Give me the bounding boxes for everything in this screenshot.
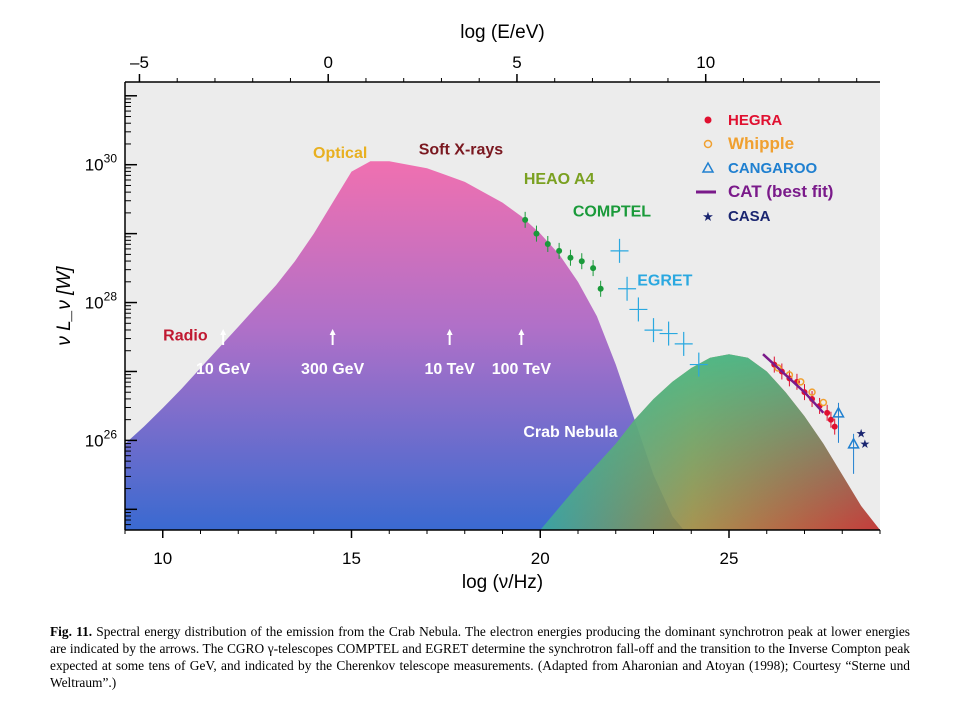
legend-cat-best-fit-label: CAT (best fit) (728, 182, 833, 201)
arrow-10-gev-label: 10 GeV (196, 361, 251, 378)
legend-hegra-label: HEGRA (728, 112, 782, 129)
cangaroo-point (847, 437, 860, 449)
top-axis-title: log (E/eV) (460, 22, 544, 43)
legend-whipple-marker (703, 139, 713, 149)
y-tick-base: 10 (85, 431, 104, 450)
whipple-point (808, 388, 816, 396)
annotation-comptel: COMPTEL (573, 203, 651, 220)
x-tick-label: 25 (720, 549, 739, 568)
top-tick-label: 0 (323, 53, 332, 72)
x-tick-label: 15 (342, 549, 361, 568)
annotation-radio: Radio (163, 327, 208, 344)
whipple-point (819, 398, 828, 407)
whipple-point (774, 364, 782, 372)
legend-hegra-marker (704, 116, 712, 124)
y-tick-exponent: 30 (104, 152, 118, 166)
annotation-crab-nebula: Crab Nebula (523, 424, 617, 441)
top-tick-label: 5 (512, 53, 521, 72)
arrow-10-gev-head (220, 329, 227, 335)
annotation-optical: Optical (313, 145, 367, 162)
synchrotron-peak (125, 161, 684, 531)
comptel-point (597, 285, 604, 292)
annotation-soft-x-rays: Soft X-rays (419, 141, 504, 158)
caption-label: Fig. 11. (50, 624, 93, 639)
legend-casa-marker: ★ (702, 209, 714, 224)
arrow-300-gev-label: 300 GeV (301, 361, 364, 378)
annotation-egret: EGRET (637, 272, 692, 289)
hegra-point (827, 416, 834, 423)
legend-whipple-label: Whipple (728, 134, 794, 153)
casa-point: ★ (860, 437, 871, 451)
arrow-100-tev-label: 100 TeV (492, 361, 552, 378)
comptel-point (578, 258, 585, 265)
hegra-point (824, 409, 831, 416)
x-tick-label: 10 (153, 549, 172, 568)
whipple-point (796, 378, 805, 386)
comptel-point (556, 247, 563, 254)
cat-best-fit-fit-line (762, 353, 825, 414)
y-tick-exponent: 28 (104, 290, 118, 304)
comptel-point (590, 265, 597, 272)
arrow-10-tev-label: 10 TeV (424, 361, 475, 378)
comptel-point (544, 240, 551, 247)
arrow-300-gev-head (329, 329, 336, 335)
y-tick-exponent: 26 (104, 427, 118, 441)
legend-cangaroo-marker (701, 161, 715, 173)
top-tick-label: 10 (696, 53, 715, 72)
hegra-point (831, 423, 838, 430)
comptel-point (522, 216, 529, 223)
comptel-point (567, 254, 574, 261)
y-tick-label: 1028 (85, 290, 118, 313)
comptel-point (533, 230, 540, 237)
arrow-100-tev-head (518, 329, 525, 335)
arrow-10-tev-head (446, 329, 453, 335)
caption-text: Spectral energy distribution of the emis… (50, 624, 910, 690)
annotation-heao-a4: HEAO A4 (524, 171, 595, 188)
x-tick-label: 20 (531, 549, 550, 568)
casa-point: ★ (856, 427, 867, 441)
y-axis-title: ν L_ν [W] (54, 266, 75, 346)
figure-caption: Fig. 11. Spectral energy distribution of… (50, 623, 910, 691)
x-axis-title: log (ν/Hz) (462, 572, 543, 593)
cangaroo-point (832, 406, 845, 418)
y-tick-base: 10 (85, 156, 104, 175)
legend-cangaroo-label: CANGAROO (728, 160, 817, 177)
y-tick-base: 10 (85, 294, 104, 313)
y-tick-label: 1030 (85, 152, 118, 175)
legend-casa-label: CASA (728, 208, 771, 225)
top-tick-label: –5 (130, 53, 149, 72)
inverse-compton-peak-highlight (540, 354, 880, 530)
y-tick-label: 1026 (85, 427, 118, 450)
